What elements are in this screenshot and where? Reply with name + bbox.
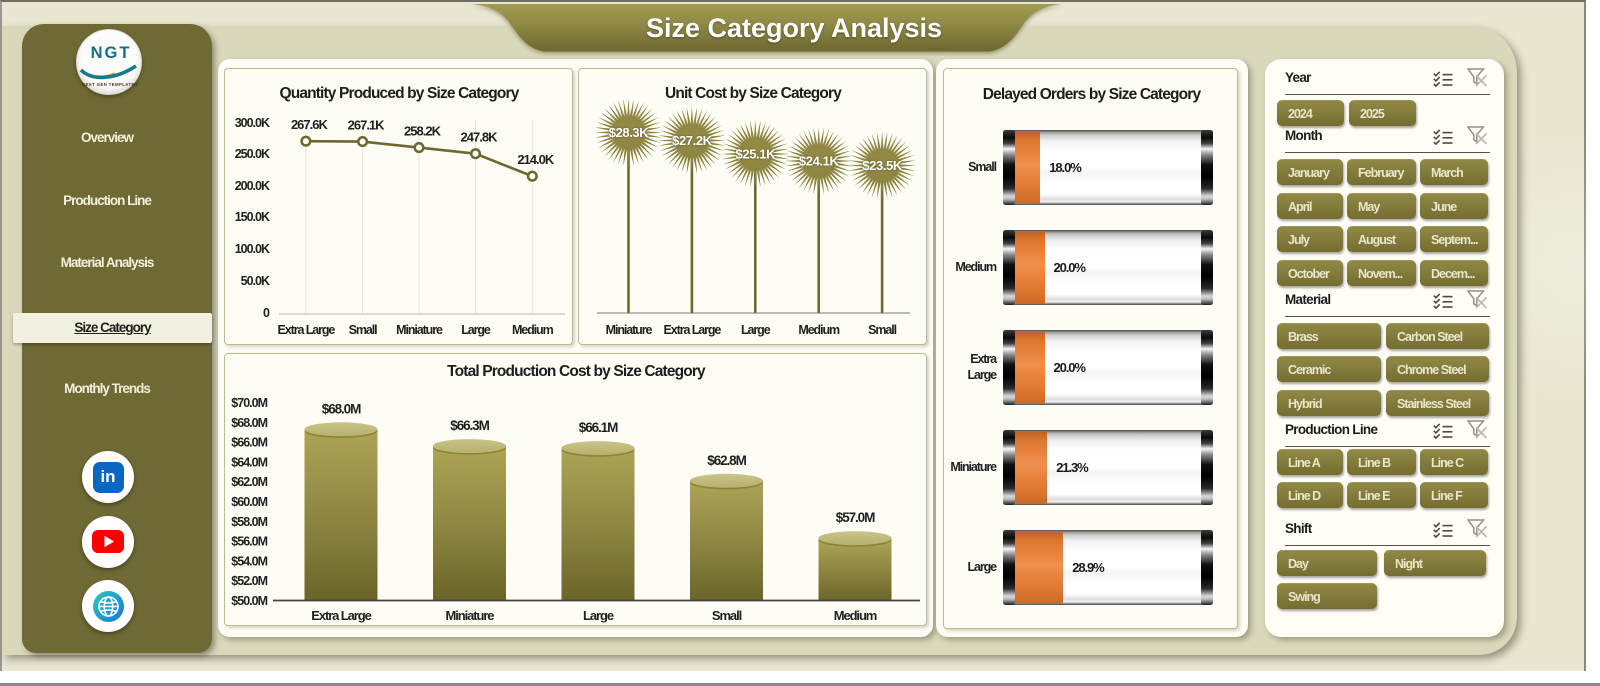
svg-text:267.1K: 267.1K — [348, 118, 386, 133]
svg-text:$62.8M: $62.8M — [707, 453, 746, 468]
svg-text:267.6K: 267.6K — [291, 117, 329, 132]
svg-text:Medium: Medium — [512, 323, 554, 337]
svg-text:250.0K: 250.0K — [235, 147, 270, 161]
svg-text:Miniature: Miniature — [606, 323, 653, 337]
svg-text:247.8K: 247.8K — [461, 130, 499, 145]
svg-text:50.0K: 50.0K — [241, 274, 270, 288]
svg-text:$54.0M: $54.0M — [231, 554, 267, 568]
svg-text:$70.0M: $70.0M — [231, 396, 267, 410]
svg-text:100.0K: 100.0K — [235, 242, 270, 256]
svg-text:0: 0 — [263, 306, 270, 320]
svg-text:$66.1M: $66.1M — [579, 420, 618, 435]
svg-text:Large: Large — [461, 323, 491, 337]
svg-text:Extra Large: Extra Large — [311, 608, 371, 623]
svg-text:Medium: Medium — [798, 323, 840, 337]
svg-text:$68.0M: $68.0M — [231, 416, 267, 430]
svg-text:$66.0M: $66.0M — [231, 436, 267, 450]
svg-text:Small: Small — [868, 323, 896, 337]
svg-text:$23.5K: $23.5K — [862, 158, 903, 173]
svg-text:$56.0M: $56.0M — [231, 535, 267, 549]
svg-text:$64.0M: $64.0M — [231, 455, 267, 469]
svg-text:$58.0M: $58.0M — [231, 515, 267, 529]
svg-text:Miniature: Miniature — [446, 608, 495, 623]
svg-text:200.0K: 200.0K — [235, 179, 270, 193]
svg-text:$62.0M: $62.0M — [231, 475, 267, 489]
svg-text:Extra Large: Extra Large — [278, 323, 336, 337]
svg-text:Large: Large — [741, 323, 771, 337]
svg-text:Extra Large: Extra Large — [664, 323, 722, 337]
svg-text:Unit Cost by Size Category: Unit Cost by Size Category — [665, 85, 842, 102]
svg-text:$50.0M: $50.0M — [231, 594, 267, 608]
svg-text:$24.1K: $24.1K — [799, 154, 840, 169]
svg-text:214.0K: 214.0K — [517, 152, 555, 167]
svg-text:$25.1K: $25.1K — [736, 147, 777, 162]
svg-text:$68.0M: $68.0M — [322, 401, 361, 416]
svg-text:$28.3K: $28.3K — [609, 125, 650, 140]
svg-text:300.0K: 300.0K — [235, 116, 270, 130]
svg-text:Medium: Medium — [834, 608, 877, 623]
svg-text:$60.0M: $60.0M — [231, 495, 267, 509]
svg-text:Large: Large — [583, 608, 614, 623]
svg-text:258.2K: 258.2K — [404, 124, 442, 139]
svg-text:Total Production Cost by Size: Total Production Cost by Size Category — [447, 363, 706, 380]
svg-text:$27.2K: $27.2K — [672, 133, 713, 148]
svg-text:$66.3M: $66.3M — [450, 418, 489, 433]
svg-text:Miniature: Miniature — [396, 323, 443, 337]
svg-text:Small: Small — [712, 608, 742, 623]
svg-text:Small: Small — [349, 323, 377, 337]
svg-text:$57.0M: $57.0M — [836, 510, 875, 525]
svg-text:$52.0M: $52.0M — [231, 574, 267, 588]
svg-text:150.0K: 150.0K — [235, 210, 270, 224]
svg-text:Quantity Produced by Size Cate: Quantity Produced by Size Category — [280, 85, 520, 102]
